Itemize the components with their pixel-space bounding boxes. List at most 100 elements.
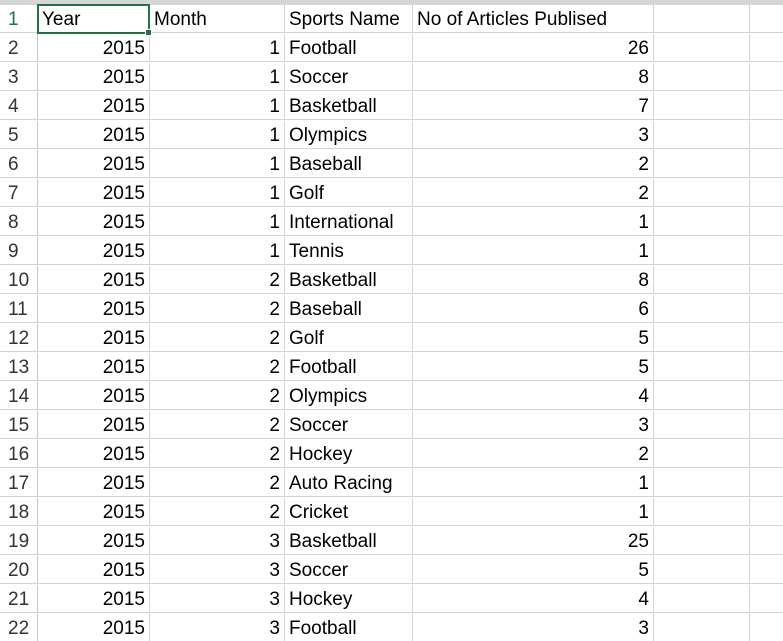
- row-header[interactable]: 9: [0, 237, 38, 265]
- cell-month[interactable]: 2: [150, 411, 285, 439]
- cell-sport[interactable]: Football: [285, 34, 413, 62]
- cell-articles[interactable]: 5: [413, 324, 654, 352]
- cell-month[interactable]: 1: [150, 63, 285, 91]
- cell-year-header[interactable]: Year: [38, 5, 150, 33]
- cell-month[interactable]: 3: [150, 556, 285, 584]
- cell-year[interactable]: 2015: [38, 411, 150, 439]
- row-header[interactable]: 8: [0, 208, 38, 236]
- cell-month[interactable]: 2: [150, 353, 285, 381]
- cell-month[interactable]: 3: [150, 527, 285, 555]
- empty-cell[interactable]: [654, 34, 750, 62]
- cell-sport[interactable]: Olympics: [285, 382, 413, 410]
- cell-month[interactable]: 2: [150, 266, 285, 294]
- row-header[interactable]: 2: [0, 34, 38, 62]
- empty-cell[interactable]: [750, 237, 783, 265]
- empty-cell[interactable]: [654, 440, 750, 468]
- cell-sport[interactable]: Golf: [285, 324, 413, 352]
- cell-articles[interactable]: 8: [413, 266, 654, 294]
- row-header[interactable]: 6: [0, 150, 38, 178]
- cell-year[interactable]: 2015: [38, 121, 150, 149]
- cell-articles[interactable]: 1: [413, 208, 654, 236]
- empty-cell[interactable]: [750, 353, 783, 381]
- cell-sport[interactable]: Football: [285, 353, 413, 381]
- cell-month[interactable]: 2: [150, 440, 285, 468]
- cell-articles[interactable]: 1: [413, 237, 654, 265]
- empty-cell[interactable]: [654, 237, 750, 265]
- row-header[interactable]: 1: [0, 5, 38, 33]
- cell-articles[interactable]: 3: [413, 614, 654, 641]
- row-header[interactable]: 17: [0, 469, 38, 497]
- cell-articles[interactable]: 25: [413, 527, 654, 555]
- cell-year[interactable]: 2015: [38, 150, 150, 178]
- cell-month-header[interactable]: Month: [150, 5, 285, 33]
- empty-cell[interactable]: [750, 295, 783, 323]
- cell-articles[interactable]: 4: [413, 585, 654, 613]
- empty-cell[interactable]: [750, 469, 783, 497]
- empty-cell[interactable]: [750, 5, 783, 33]
- empty-cell[interactable]: [654, 527, 750, 555]
- cell-month[interactable]: 2: [150, 498, 285, 526]
- cell-month[interactable]: 2: [150, 469, 285, 497]
- cell-articles[interactable]: 3: [413, 121, 654, 149]
- cell-sport[interactable]: Basketball: [285, 527, 413, 555]
- cell-year[interactable]: 2015: [38, 63, 150, 91]
- cell-year[interactable]: 2015: [38, 179, 150, 207]
- empty-cell[interactable]: [750, 208, 783, 236]
- empty-cell[interactable]: [750, 382, 783, 410]
- cell-year[interactable]: 2015: [38, 208, 150, 236]
- cell-month[interactable]: 2: [150, 295, 285, 323]
- empty-cell[interactable]: [750, 150, 783, 178]
- cell-year[interactable]: 2015: [38, 527, 150, 555]
- empty-cell[interactable]: [654, 498, 750, 526]
- row-header[interactable]: 7: [0, 179, 38, 207]
- empty-cell[interactable]: [654, 556, 750, 584]
- empty-cell[interactable]: [654, 324, 750, 352]
- cell-month[interactable]: 1: [150, 237, 285, 265]
- row-header[interactable]: 13: [0, 353, 38, 381]
- cell-year[interactable]: 2015: [38, 92, 150, 120]
- cell-sport[interactable]: Tennis: [285, 237, 413, 265]
- cell-sport[interactable]: Baseball: [285, 150, 413, 178]
- cell-year[interactable]: 2015: [38, 237, 150, 265]
- row-header[interactable]: 16: [0, 440, 38, 468]
- cell-articles[interactable]: 3: [413, 411, 654, 439]
- row-header[interactable]: 22: [0, 614, 38, 641]
- cell-year[interactable]: 2015: [38, 469, 150, 497]
- empty-cell[interactable]: [750, 179, 783, 207]
- cell-sport[interactable]: Golf: [285, 179, 413, 207]
- cell-year[interactable]: 2015: [38, 440, 150, 468]
- cell-articles[interactable]: 5: [413, 353, 654, 381]
- cell-year[interactable]: 2015: [38, 585, 150, 613]
- cell-articles[interactable]: 2: [413, 179, 654, 207]
- empty-cell[interactable]: [654, 179, 750, 207]
- empty-cell[interactable]: [750, 266, 783, 294]
- cell-year[interactable]: 2015: [38, 382, 150, 410]
- cell-month[interactable]: 1: [150, 34, 285, 62]
- empty-cell[interactable]: [750, 527, 783, 555]
- empty-cell[interactable]: [750, 34, 783, 62]
- empty-cell[interactable]: [654, 208, 750, 236]
- cell-month[interactable]: 1: [150, 92, 285, 120]
- row-header[interactable]: 21: [0, 585, 38, 613]
- row-header[interactable]: 18: [0, 498, 38, 526]
- empty-cell[interactable]: [750, 614, 783, 641]
- cell-month[interactable]: 3: [150, 585, 285, 613]
- row-header[interactable]: 14: [0, 382, 38, 410]
- cell-sport[interactable]: Baseball: [285, 295, 413, 323]
- cell-articles[interactable]: 2: [413, 150, 654, 178]
- cell-month[interactable]: 1: [150, 208, 285, 236]
- cell-sport[interactable]: International: [285, 208, 413, 236]
- cell-articles[interactable]: 1: [413, 469, 654, 497]
- empty-cell[interactable]: [654, 150, 750, 178]
- row-header[interactable]: 11: [0, 295, 38, 323]
- cell-articles[interactable]: 8: [413, 63, 654, 91]
- empty-cell[interactable]: [750, 92, 783, 120]
- cell-articles[interactable]: 4: [413, 382, 654, 410]
- cell-sport[interactable]: Cricket: [285, 498, 413, 526]
- empty-cell[interactable]: [654, 5, 750, 33]
- empty-cell[interactable]: [750, 411, 783, 439]
- empty-cell[interactable]: [654, 382, 750, 410]
- empty-cell[interactable]: [654, 585, 750, 613]
- empty-cell[interactable]: [654, 295, 750, 323]
- empty-cell[interactable]: [654, 411, 750, 439]
